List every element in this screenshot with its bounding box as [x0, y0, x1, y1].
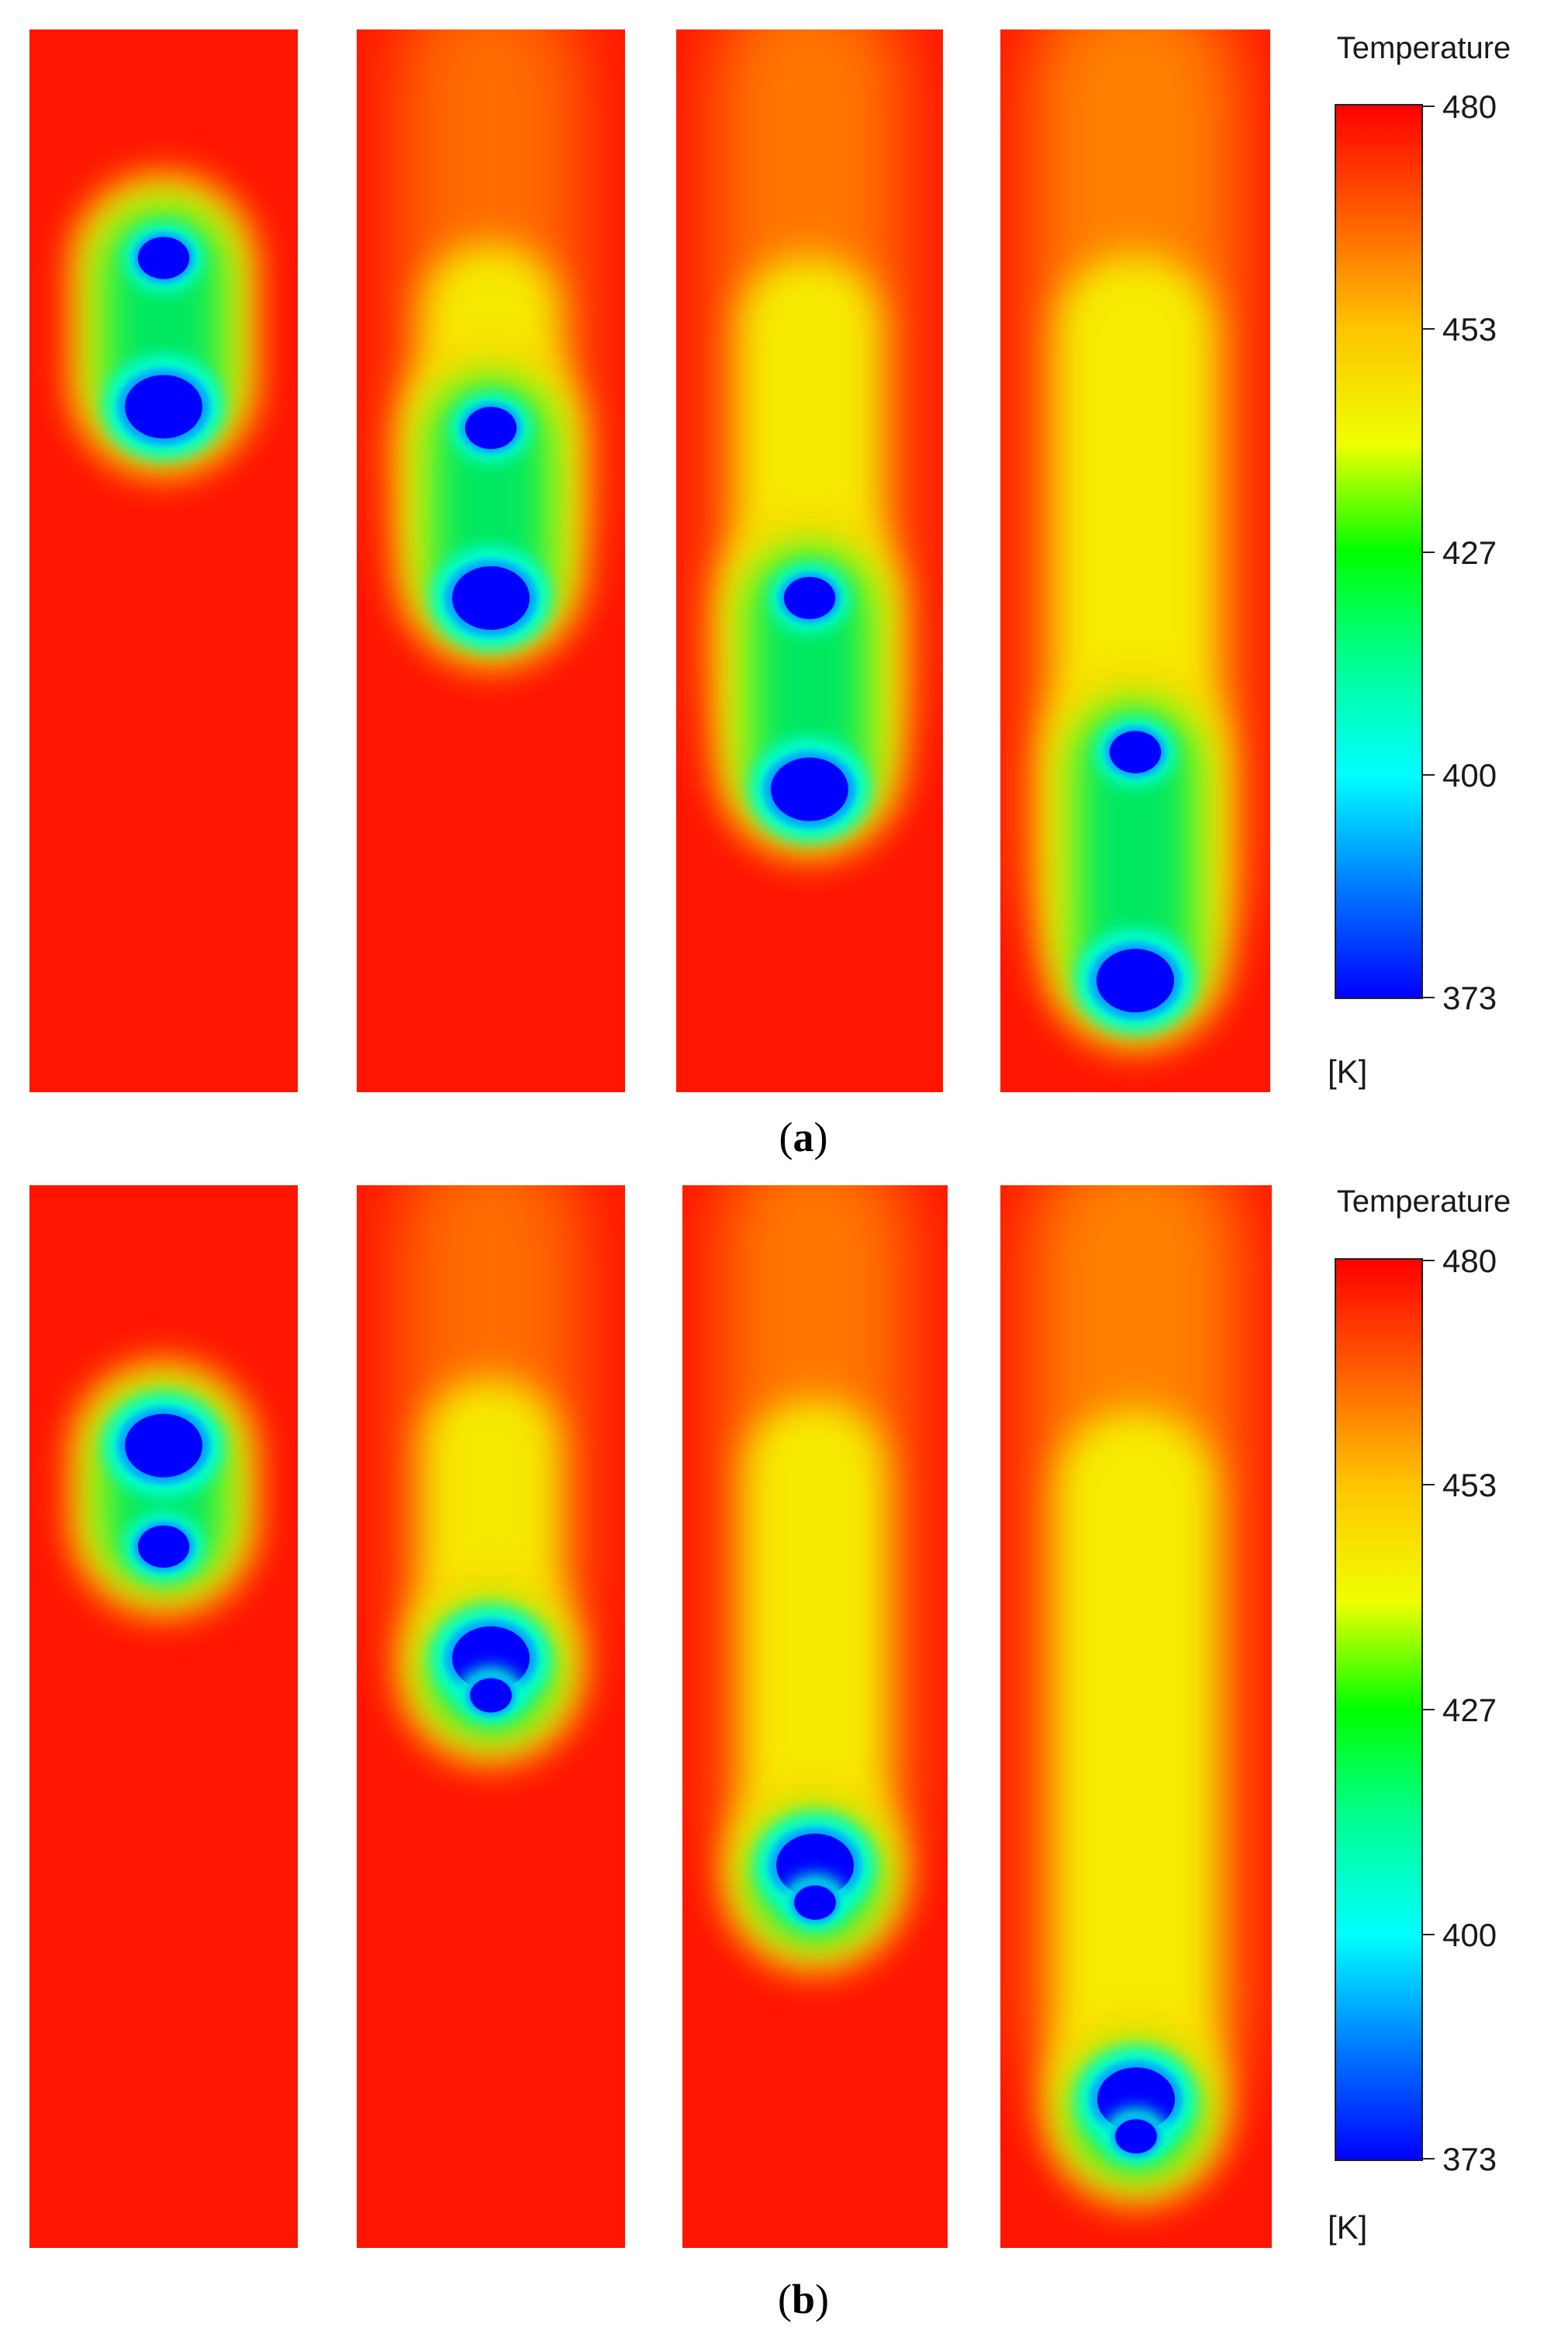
droplet — [1109, 731, 1162, 773]
panel-caption-a: (a) — [779, 1114, 828, 1160]
colorbar-tick-label: 373 — [1442, 980, 1497, 1016]
droplet — [794, 1885, 836, 1920]
colorbar-tick-label: 453 — [1442, 1467, 1497, 1503]
droplet — [771, 757, 848, 821]
colorbar-tick-label: 453 — [1442, 311, 1497, 348]
temperature-frame-a3 — [676, 29, 943, 1092]
droplet — [125, 1413, 202, 1478]
frame-background — [29, 1185, 298, 2248]
colorbar-tick-label: 427 — [1442, 534, 1497, 571]
temperature-frame-a4 — [1000, 29, 1270, 1092]
colorbar-title: Temperature — [1337, 31, 1511, 65]
temperature-frame-b1 — [29, 1185, 298, 2248]
droplet — [452, 565, 530, 630]
droplet — [137, 237, 190, 279]
colorbar-b: Temperature 480 453 427 400 373 [K] — [1328, 1184, 1511, 2246]
colorbar-tick-label: 480 — [1442, 88, 1497, 125]
colorbar-ticks — [1422, 105, 1435, 998]
droplet — [125, 375, 202, 439]
droplet — [1115, 2119, 1157, 2154]
droplet — [783, 576, 836, 620]
panel-b: Temperature 480 453 427 400 373 [K] (b) — [29, 1184, 1511, 2322]
colorbar-tick-label: 400 — [1442, 757, 1497, 794]
colorbar-unit: [K] — [1328, 1053, 1367, 1090]
temperature-frame-b3 — [682, 1185, 948, 2248]
temperature-frame-a2 — [357, 29, 625, 1092]
colorbar-scale — [1335, 104, 1423, 999]
temperature-frame-b2 — [357, 1185, 625, 2248]
droplet — [137, 1525, 190, 1568]
colorbar-tick-label: 373 — [1442, 2141, 1497, 2177]
droplet — [465, 406, 517, 449]
colorbar-scale — [1335, 1258, 1423, 2161]
colorbar-title: Temperature — [1337, 1184, 1511, 1219]
temperature-frame-b4 — [1000, 1185, 1272, 2248]
panel-a-frames — [29, 29, 1270, 1092]
colorbar-tick-label: 480 — [1442, 1243, 1497, 1279]
panel-b-frames — [29, 1185, 1272, 2248]
droplet — [1097, 949, 1174, 1013]
colorbar-tick-label: 400 — [1442, 1917, 1497, 1953]
droplet — [470, 1678, 512, 1713]
panel-a: Temperature 480 453 427 400 373 [K] (a) — [29, 29, 1511, 1160]
colorbar-a: Temperature 480 453 427 400 373 [K] — [1328, 31, 1511, 1090]
panel-caption-b: (b) — [778, 2276, 829, 2322]
colorbar-unit: [K] — [1328, 2209, 1367, 2246]
temperature-frame-a1 — [29, 29, 298, 1092]
colorbar-tick-label: 427 — [1442, 1692, 1497, 1728]
colorbar-ticks — [1422, 1260, 1435, 2160]
